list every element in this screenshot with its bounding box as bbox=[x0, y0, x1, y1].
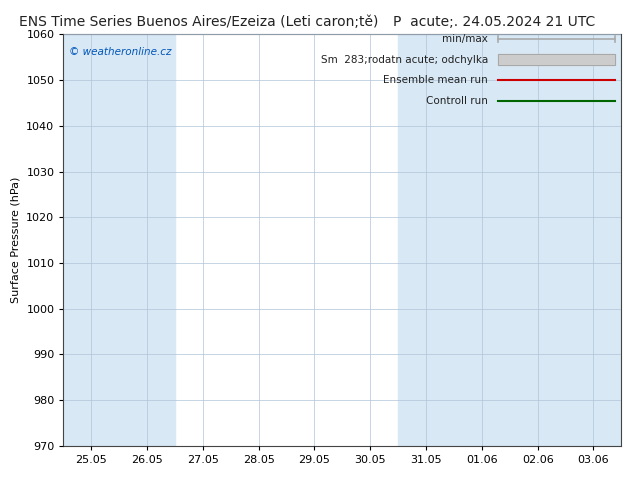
Y-axis label: Surface Pressure (hPa): Surface Pressure (hPa) bbox=[11, 177, 21, 303]
Bar bbox=[566, 34, 621, 446]
Bar bbox=[119, 34, 175, 446]
Text: Sm  283;rodatn acute; odchylka: Sm 283;rodatn acute; odchylka bbox=[321, 55, 488, 65]
Text: min/max: min/max bbox=[443, 34, 488, 44]
Bar bbox=[398, 34, 454, 446]
Text: Controll run: Controll run bbox=[426, 96, 488, 106]
Text: P  acute;. 24.05.2024 21 UTC: P acute;. 24.05.2024 21 UTC bbox=[393, 15, 595, 29]
Bar bbox=[510, 34, 566, 446]
Bar bbox=[63, 34, 119, 446]
Bar bbox=[454, 34, 510, 446]
Text: ENS Time Series Buenos Aires/Ezeiza (Leti caron;tě): ENS Time Series Buenos Aires/Ezeiza (Let… bbox=[19, 15, 378, 29]
Text: Ensemble mean run: Ensemble mean run bbox=[384, 75, 488, 85]
Text: © weatheronline.cz: © weatheronline.cz bbox=[69, 47, 171, 57]
